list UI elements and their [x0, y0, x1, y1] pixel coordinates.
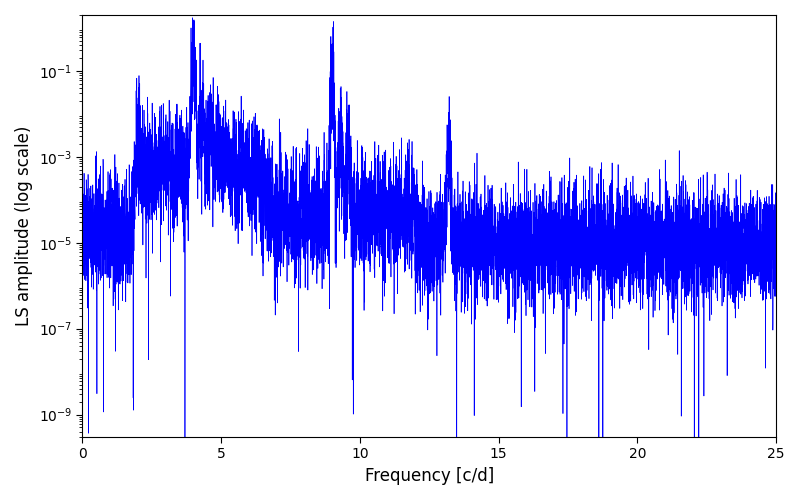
Y-axis label: LS amplitude (log scale): LS amplitude (log scale) — [15, 126, 33, 326]
X-axis label: Frequency [c/d]: Frequency [c/d] — [365, 467, 494, 485]
